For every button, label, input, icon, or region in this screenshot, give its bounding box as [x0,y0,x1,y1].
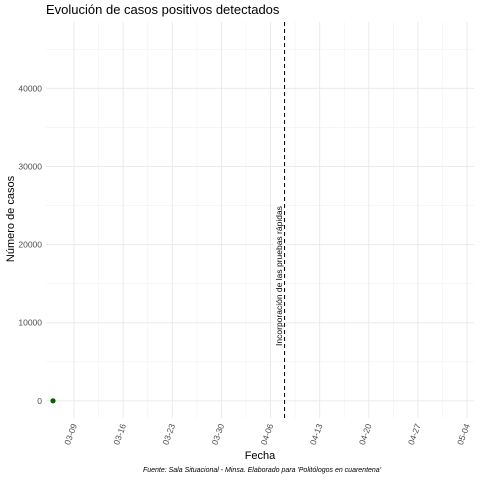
x-tick-label: 03-23 [160,422,177,446]
chart-caption: Fuente: Sala Situacional - Minsa. Elabor… [143,467,382,474]
grid [46,22,474,418]
x-tick-label: 04-13 [308,422,325,446]
y-axis-title: Número de casos [5,175,17,262]
x-tick-label: 04-27 [406,422,423,446]
reference-line-group: Incorporación de las pruebas rápidas [274,22,286,418]
y-tick-label: 20000 [18,240,42,250]
reference-line-label-background [274,205,284,347]
x-axis-ticks: 03-09 03-16 03-23 03-30 04-06 04-13 04-20 04-27… [62,422,472,446]
x-tick-label: 03-30 [209,422,226,446]
y-tick-label: 40000 [18,83,42,93]
y-tick-label: 0 [37,396,42,406]
data-points [50,398,56,404]
x-tick-label: 05-04 [455,422,472,446]
x-tick-label: 03-16 [111,422,128,446]
y-tick-label: 30000 [18,161,42,171]
reference-line-label: Incorporación de las pruebas rápidas [274,206,284,346]
x-axis-title: Fecha [245,450,276,462]
y-axis-ticks: 0 10000 20000 30000 40000 [18,83,42,405]
data-point [50,398,56,404]
chart-title: Evolución de casos positivos detectados [46,2,280,17]
x-tick-label: 04-06 [259,422,276,446]
x-tick-label: 03-09 [62,422,79,446]
x-tick-label: 04-20 [357,422,374,446]
y-tick-label: 10000 [18,318,42,328]
